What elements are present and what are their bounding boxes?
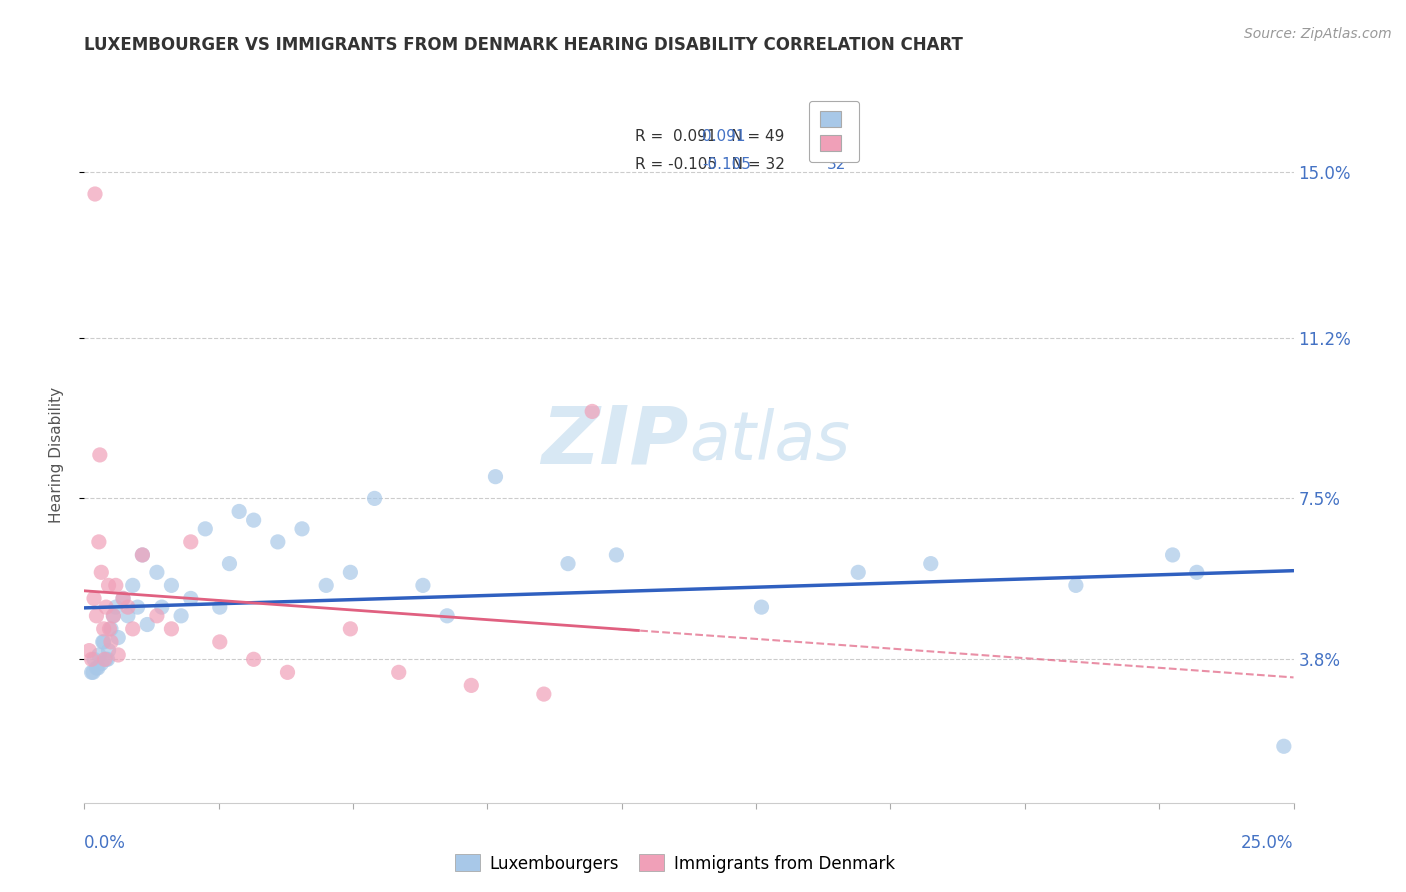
Point <box>1161 548 1184 562</box>
Point <box>107 631 129 645</box>
Point <box>388 665 411 680</box>
Point <box>100 622 122 636</box>
Point <box>107 648 129 662</box>
Point <box>846 566 869 580</box>
Text: atlas: atlas <box>689 408 851 474</box>
Legend: Luxembourgers, Immigrants from Denmark: Luxembourgers, Immigrants from Denmark <box>449 847 901 880</box>
Point <box>315 578 337 592</box>
Point <box>276 665 298 680</box>
Point <box>127 600 149 615</box>
Point <box>112 591 135 606</box>
Point <box>87 534 110 549</box>
Point <box>291 522 314 536</box>
Point <box>267 534 290 549</box>
Point <box>920 557 942 571</box>
Point <box>93 635 115 649</box>
Text: R = -0.105   N = 32: R = -0.105 N = 32 <box>634 157 785 171</box>
Point <box>180 591 202 606</box>
Point <box>339 622 361 636</box>
Point <box>80 665 103 680</box>
Point <box>86 661 108 675</box>
Point <box>104 578 127 592</box>
Point <box>112 591 135 606</box>
Point <box>146 608 169 623</box>
Text: 0.0%: 0.0% <box>84 834 127 852</box>
Point <box>581 404 603 418</box>
Point <box>436 608 458 623</box>
Point <box>160 622 183 636</box>
Point <box>90 566 112 580</box>
Point <box>117 600 139 615</box>
Point <box>83 591 105 606</box>
Point <box>82 665 104 680</box>
Point <box>103 608 125 623</box>
Point <box>94 600 117 615</box>
Point <box>121 622 143 636</box>
Text: -0.105: -0.105 <box>702 157 751 171</box>
Point <box>557 557 579 571</box>
Point <box>160 578 183 592</box>
Point <box>97 578 120 592</box>
Point <box>751 600 773 615</box>
Point <box>208 600 231 615</box>
Point <box>86 608 108 623</box>
Point <box>208 635 231 649</box>
Point <box>131 548 153 562</box>
Point <box>77 643 100 657</box>
Text: 49: 49 <box>827 128 846 144</box>
Point <box>194 522 217 536</box>
Text: 25.0%: 25.0% <box>1241 834 1294 852</box>
Point <box>80 652 103 666</box>
Point <box>89 448 111 462</box>
Point <box>218 557 240 571</box>
Point <box>460 678 482 692</box>
Point <box>104 600 127 615</box>
Point <box>84 187 107 202</box>
Y-axis label: Hearing Disability: Hearing Disability <box>49 387 63 523</box>
Point <box>146 566 169 580</box>
Point <box>1185 566 1208 580</box>
Point <box>93 652 115 666</box>
Point <box>242 513 264 527</box>
Point <box>97 652 120 666</box>
Point <box>363 491 385 506</box>
Text: 32: 32 <box>827 157 846 171</box>
Point <box>1272 739 1295 754</box>
Text: ZIP: ZIP <box>541 402 689 480</box>
Point <box>242 652 264 666</box>
Point <box>131 548 153 562</box>
Point <box>94 652 117 666</box>
Point <box>412 578 434 592</box>
Point <box>117 608 139 623</box>
Point <box>1064 578 1087 592</box>
Point <box>150 600 173 615</box>
Point <box>170 608 193 623</box>
Point <box>103 608 125 623</box>
Legend: , : , <box>808 101 859 161</box>
Point <box>228 504 250 518</box>
Point <box>83 652 105 666</box>
Point <box>91 635 114 649</box>
Text: LUXEMBOURGER VS IMMIGRANTS FROM DENMARK HEARING DISABILITY CORRELATION CHART: LUXEMBOURGER VS IMMIGRANTS FROM DENMARK … <box>84 36 963 54</box>
Text: Source: ZipAtlas.com: Source: ZipAtlas.com <box>1244 27 1392 41</box>
Point <box>533 687 555 701</box>
Text: R =  0.091   N = 49: R = 0.091 N = 49 <box>634 128 785 144</box>
Point <box>605 548 627 562</box>
Point <box>484 469 506 483</box>
Point <box>98 622 121 636</box>
Point <box>180 534 202 549</box>
Point <box>100 635 122 649</box>
Text: 0.091: 0.091 <box>702 128 745 144</box>
Point <box>136 617 159 632</box>
Point <box>97 643 120 657</box>
Point <box>93 622 115 636</box>
Point <box>90 657 112 671</box>
Point <box>87 661 110 675</box>
Point <box>339 566 361 580</box>
Point <box>121 578 143 592</box>
Point <box>87 648 110 662</box>
